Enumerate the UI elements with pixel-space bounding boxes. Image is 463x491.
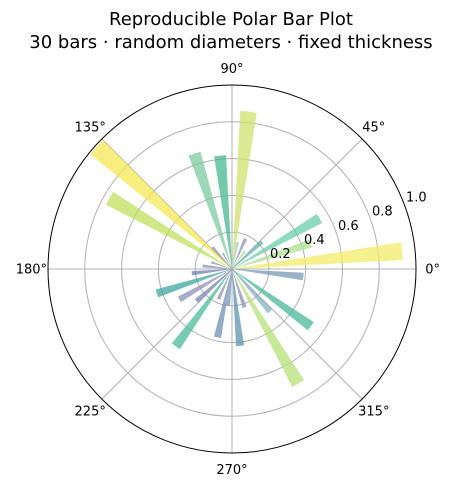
polar-bar	[232, 269, 304, 387]
r-tick-label: 0.4	[304, 233, 325, 248]
polar-bar	[232, 111, 257, 269]
theta-tick-label: 0°	[425, 263, 440, 278]
theta-tick-label: 135°	[75, 121, 106, 136]
r-tick-label: 0.6	[338, 219, 359, 234]
r-tick-label: 1.0	[406, 191, 427, 206]
theta-tick-label: 225°	[75, 404, 106, 419]
theta-tick-label: 270°	[216, 463, 247, 478]
bars	[90, 111, 402, 387]
r-tick-label: 0.8	[372, 205, 393, 220]
chart-title-line-1: Reproducible Polar Bar Plot	[109, 9, 353, 30]
theta-tick-label: 315°	[358, 404, 389, 419]
theta-tick-label: 90°	[220, 62, 243, 77]
chart-title-line-2: 30 bars · random diameters · fixed thick…	[29, 32, 432, 53]
chart-title: Reproducible Polar Bar Plot 30 bars · ra…	[29, 9, 432, 53]
theta-tick-label: 180°	[16, 263, 47, 278]
theta-tick-label: 45°	[362, 121, 385, 136]
r-tick-label: 0.2	[270, 247, 291, 262]
